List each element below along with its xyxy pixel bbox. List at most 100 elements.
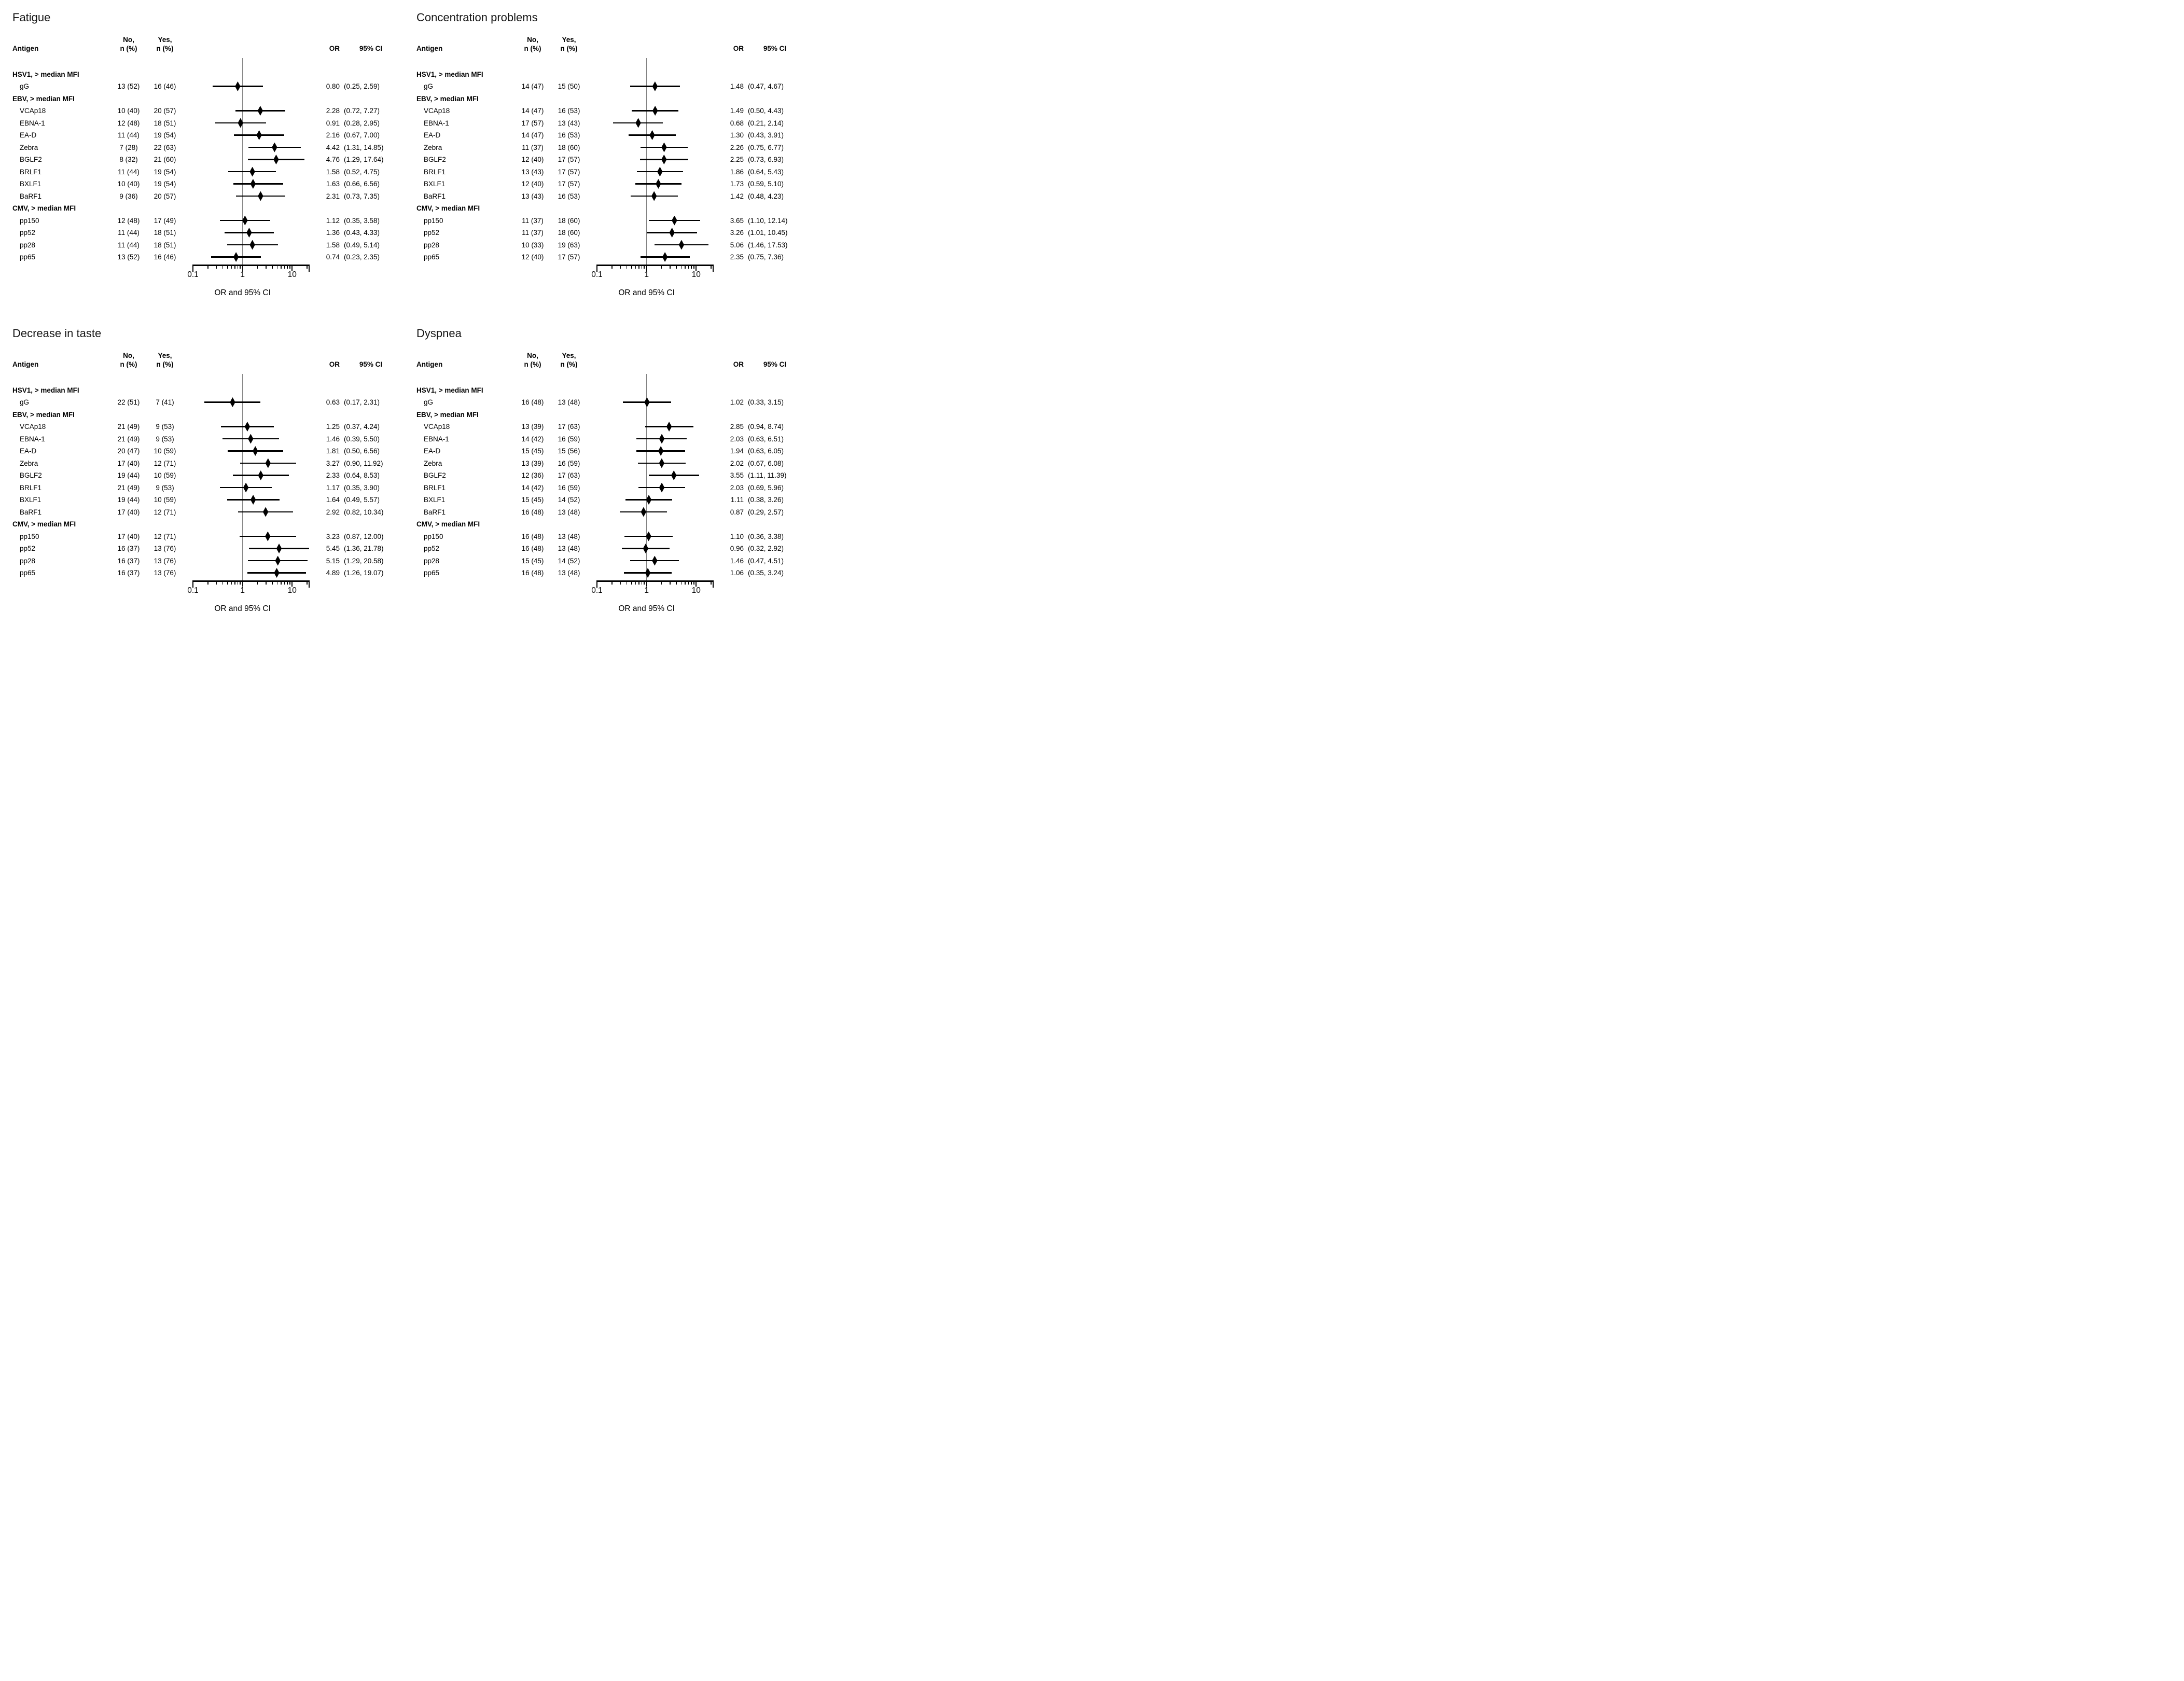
antigen-label: EA-D bbox=[424, 131, 441, 139]
or-diamond-marker bbox=[666, 422, 672, 432]
yes-value: 9 (53) bbox=[156, 423, 174, 430]
no-value: 9 (36) bbox=[119, 192, 138, 200]
axis-tick bbox=[309, 266, 310, 272]
axis-tick bbox=[620, 581, 621, 585]
ci-value: (0.48, 4.23) bbox=[748, 192, 784, 200]
axis-tick bbox=[691, 581, 692, 585]
axis-tick bbox=[695, 581, 697, 587]
x-axis-label: OR and 95% CI bbox=[618, 604, 675, 613]
antigen-label: VCAp18 bbox=[20, 107, 46, 115]
or-value: 2.31 bbox=[326, 192, 340, 200]
no-value: 14 (47) bbox=[521, 82, 544, 90]
no-value: 12 (48) bbox=[117, 216, 140, 225]
ci-value: (1.11, 11.39) bbox=[748, 471, 787, 479]
yes-value: 9 (53) bbox=[156, 435, 174, 443]
axis-tick bbox=[670, 266, 671, 269]
antigen-label: Zebra bbox=[20, 459, 38, 467]
column-header-or: OR bbox=[733, 45, 744, 52]
axis-tick bbox=[641, 581, 643, 585]
yes-value: 10 (59) bbox=[154, 471, 176, 479]
or-diamond-marker bbox=[635, 118, 641, 128]
panel-dyspnea: Dyspnea Antigen No, n (%) Yes, n (%) OR 95% CI H… bbox=[404, 316, 801, 624]
column-header-yes-npct: n (%) bbox=[156, 360, 174, 368]
axis-tick bbox=[670, 581, 671, 585]
or-diamond-marker bbox=[258, 470, 263, 480]
yes-value: 12 (71) bbox=[154, 459, 176, 467]
or-value: 3.23 bbox=[326, 532, 340, 540]
ci-value: (0.72, 7.27) bbox=[344, 107, 380, 115]
axis-tick bbox=[287, 581, 288, 585]
no-value: 14 (47) bbox=[521, 107, 544, 115]
axis-tick bbox=[281, 266, 282, 269]
axis-tick bbox=[688, 581, 689, 585]
or-diamond-marker bbox=[659, 434, 665, 444]
or-diamond-marker bbox=[235, 81, 241, 91]
no-value: 16 (48) bbox=[521, 532, 544, 540]
yes-value: 16 (59) bbox=[558, 459, 580, 467]
antigen-label: BaRF1 bbox=[20, 508, 42, 516]
yes-value: 17 (57) bbox=[558, 180, 580, 188]
axis-tick-label: 1 bbox=[240, 270, 245, 279]
axis-tick bbox=[688, 266, 689, 269]
axis-tick bbox=[611, 266, 613, 269]
no-value: 17 (40) bbox=[117, 459, 140, 467]
axis-tick bbox=[661, 266, 662, 269]
no-value: 13 (52) bbox=[117, 253, 140, 261]
no-value: 8 (32) bbox=[119, 156, 138, 163]
x-axis-label: OR and 95% CI bbox=[214, 288, 271, 297]
yes-value: 12 (71) bbox=[154, 508, 176, 516]
axis-tick bbox=[284, 266, 285, 269]
yes-value: 16 (46) bbox=[154, 253, 176, 261]
group-header: EBV, > median MFI bbox=[416, 410, 479, 419]
no-value: 13 (39) bbox=[521, 459, 544, 467]
yes-value: 14 (52) bbox=[558, 496, 580, 504]
axis-tick bbox=[192, 266, 193, 272]
antigen-label: EBNA-1 bbox=[424, 119, 449, 127]
or-value: 5.45 bbox=[326, 545, 340, 552]
or-diamond-marker bbox=[656, 179, 661, 189]
axis-tick bbox=[635, 266, 636, 269]
or-value: 4.76 bbox=[326, 156, 340, 163]
ci-value: (0.69, 5.96) bbox=[748, 483, 784, 492]
axis-tick bbox=[242, 266, 243, 271]
yes-value: 19 (63) bbox=[558, 241, 580, 249]
no-value: 17 (40) bbox=[117, 532, 140, 540]
yes-value: 16 (46) bbox=[154, 82, 176, 90]
yes-value: 12 (71) bbox=[154, 532, 176, 540]
axis-tick bbox=[596, 581, 597, 588]
axis-tick bbox=[638, 581, 639, 585]
or-diamond-marker bbox=[250, 179, 256, 189]
yes-value: 15 (56) bbox=[558, 447, 580, 455]
yes-value: 20 (57) bbox=[154, 192, 176, 200]
or-diamond-marker bbox=[672, 215, 677, 226]
x-axis bbox=[596, 580, 714, 582]
no-value: 12 (40) bbox=[521, 253, 544, 261]
or-value: 1.46 bbox=[326, 435, 340, 443]
or-value: 1.11 bbox=[730, 496, 744, 504]
ci-value: (0.33, 3.15) bbox=[748, 398, 784, 406]
ci-value: (1.29, 20.58) bbox=[344, 557, 384, 565]
ci-value: (0.73, 7.35) bbox=[344, 192, 380, 200]
axis-tick bbox=[695, 266, 697, 271]
yes-value: 16 (59) bbox=[558, 483, 580, 492]
or-value: 3.27 bbox=[326, 459, 340, 467]
yes-value: 15 (50) bbox=[558, 82, 580, 90]
axis-tick bbox=[680, 266, 682, 269]
group-header: EBV, > median MFI bbox=[12, 94, 75, 103]
or-value: 1.81 bbox=[326, 447, 340, 455]
axis-tick bbox=[281, 581, 282, 585]
column-header-ci: 95% CI bbox=[359, 45, 383, 52]
no-value: 11 (44) bbox=[118, 241, 140, 249]
axis-tick bbox=[231, 581, 232, 585]
axis-tick bbox=[631, 581, 632, 585]
no-value: 21 (49) bbox=[117, 483, 140, 492]
no-value: 10 (33) bbox=[521, 241, 544, 249]
no-value: 11 (37) bbox=[522, 216, 544, 225]
or-diamond-marker bbox=[246, 228, 252, 238]
axis-tick bbox=[240, 581, 241, 585]
column-header-no: No, bbox=[123, 352, 134, 359]
or-value: 1.06 bbox=[730, 569, 744, 577]
ci-value: (0.47, 4.51) bbox=[748, 557, 784, 565]
ci-value: (1.26, 19.07) bbox=[344, 569, 384, 577]
no-value: 11 (37) bbox=[522, 143, 544, 151]
